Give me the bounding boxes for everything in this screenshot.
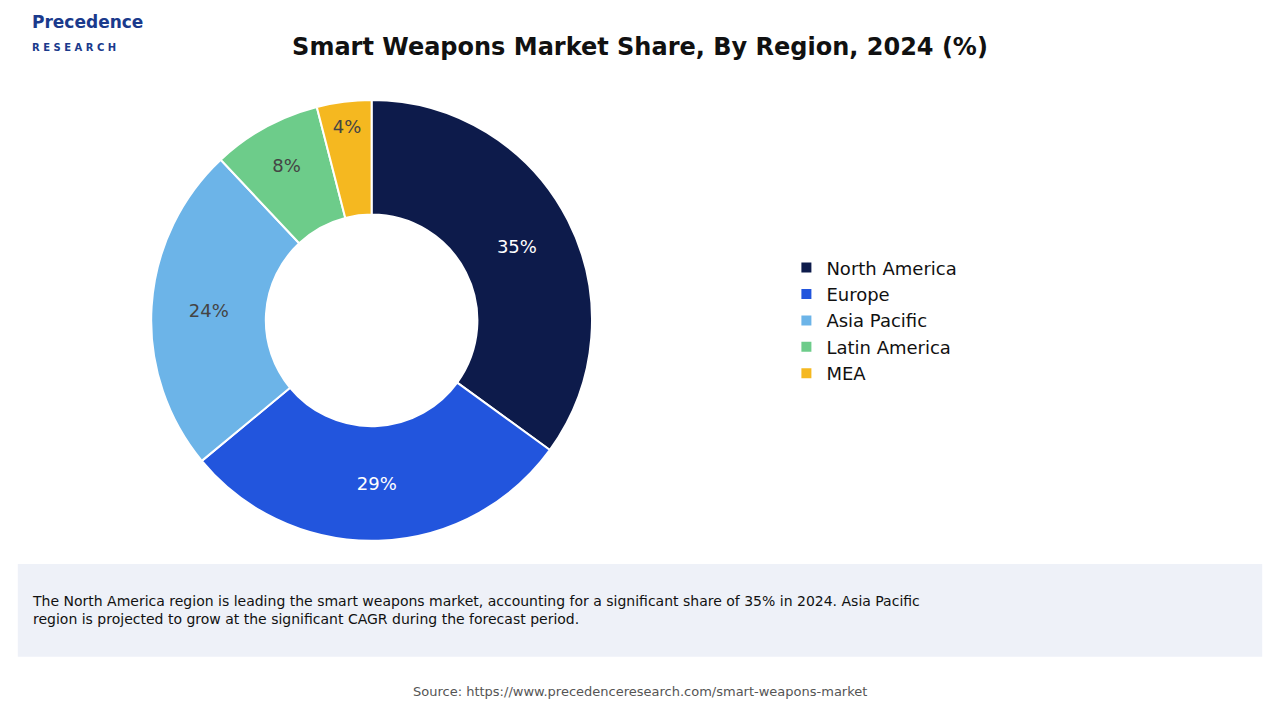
- svg-text:Source: https://www.precedence: Source: https://www.precedenceresearch.c…: [413, 684, 867, 699]
- svg-text:8%: 8%: [272, 155, 301, 176]
- svg-text:Asia Pacific: Asia Pacific: [826, 310, 927, 331]
- svg-text:MEA: MEA: [826, 363, 866, 384]
- svg-text:29%: 29%: [357, 473, 397, 494]
- svg-text:North America: North America: [826, 258, 956, 279]
- svg-text:24%: 24%: [189, 300, 229, 321]
- svg-text:The North America region is le: The North America region is leading the …: [32, 593, 920, 627]
- svg-text:4%: 4%: [333, 116, 362, 137]
- svg-text:Latin America: Latin America: [826, 337, 951, 358]
- svg-text:Smart Weapons Market Share, By: Smart Weapons Market Share, By Region, 2…: [292, 33, 988, 61]
- svg-text:R E S E A R C H: R E S E A R C H: [32, 42, 116, 53]
- svg-text:Europe: Europe: [826, 284, 889, 305]
- svg-text:35%: 35%: [497, 236, 537, 257]
- svg-text:Precedence: Precedence: [32, 12, 143, 32]
